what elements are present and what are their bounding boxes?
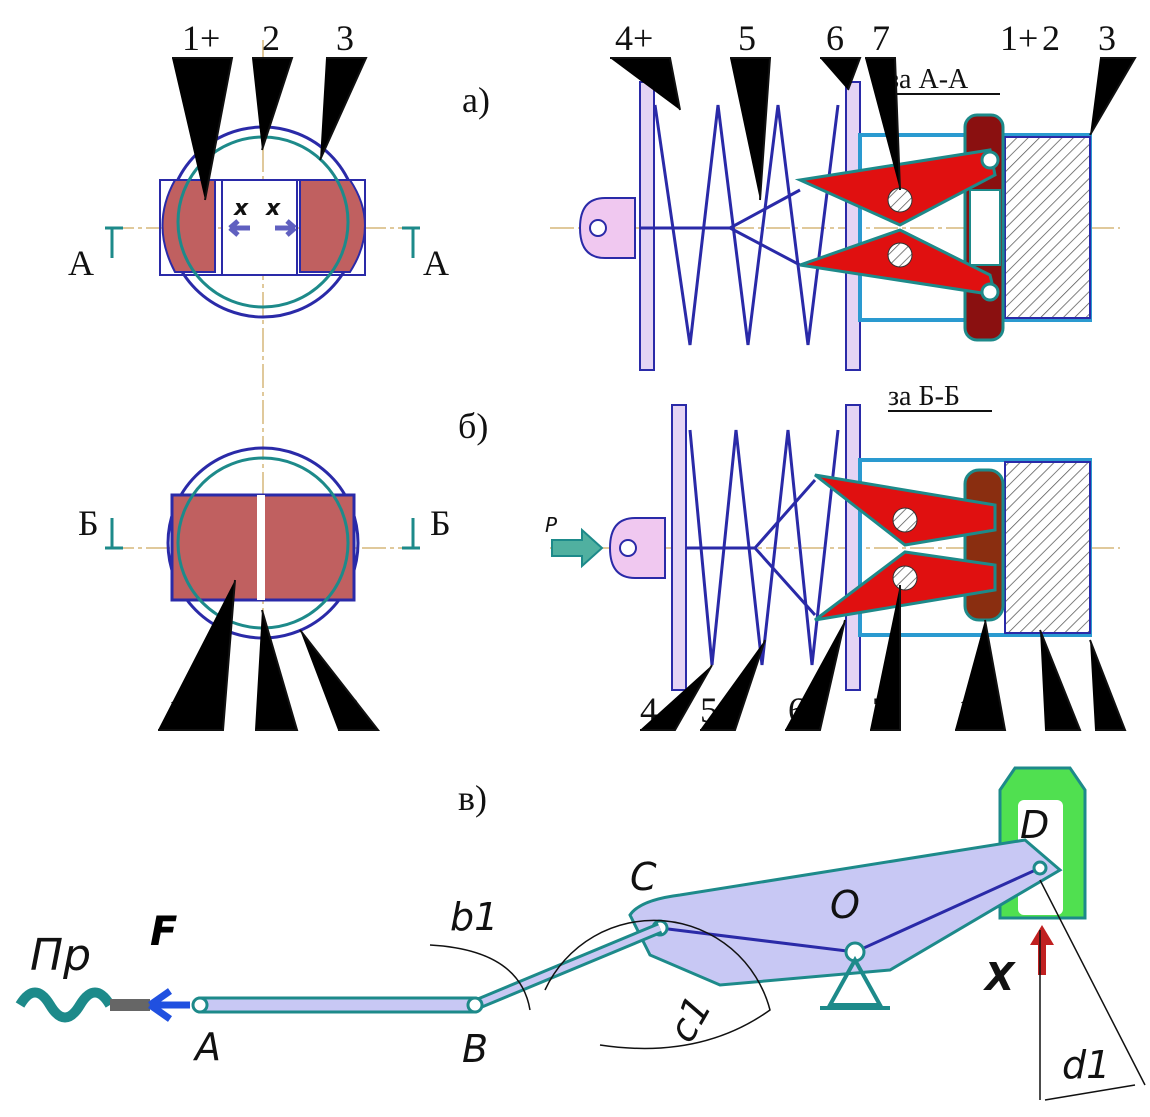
view-caption: за Б-Б xyxy=(888,381,960,412)
part-label: 5 xyxy=(738,18,756,58)
arrow-label: x xyxy=(233,196,249,221)
section-mark: Б xyxy=(78,503,99,543)
part-label: 6 xyxy=(826,18,844,58)
panel-label: б) xyxy=(458,406,488,446)
point-label: A xyxy=(192,1025,221,1069)
stop-label: X xyxy=(983,955,1016,999)
bottom-left-view: Б Б 1- 2 3 xyxy=(78,448,451,730)
arrow-label: x xyxy=(265,196,281,221)
force-label: P xyxy=(545,513,558,537)
force-label: F xyxy=(150,909,177,955)
top-left-view: x x А А 1+ 2 3 xyxy=(68,18,449,317)
angle-label: b1 xyxy=(450,895,498,939)
view-b: P за Б-Б 4 5 6 7 1- 2 3 xyxy=(545,381,1125,730)
point-label: D xyxy=(1020,803,1049,847)
part-label: 3 xyxy=(1098,18,1116,58)
point-label: C xyxy=(630,855,657,899)
part-label: 1+ xyxy=(182,18,220,58)
point-label: B xyxy=(462,1027,488,1071)
view-c: Пр F X A B C O D b1 c1 d1 xyxy=(20,768,1145,1100)
point-label: O xyxy=(830,883,860,927)
spring-label: Пр xyxy=(30,930,91,981)
angle-label: d1 xyxy=(1062,1043,1110,1087)
angle-label: c1 xyxy=(660,988,721,1049)
part-label: 7 xyxy=(872,18,890,58)
section-mark: А xyxy=(68,243,94,283)
part-label: 1+ xyxy=(1000,18,1038,58)
part-label: 3 xyxy=(336,18,354,58)
section-mark: А xyxy=(423,243,449,283)
panel-label: а) xyxy=(462,80,490,120)
panel-label: в) xyxy=(458,778,487,818)
part-label: 2 xyxy=(262,18,280,58)
part-label: 4+ xyxy=(615,18,653,58)
view-a: за А-А 4+ 5 6 7 1+ 2 3 xyxy=(580,18,1135,370)
section-mark: Б xyxy=(430,503,451,543)
part-label: 2 xyxy=(1042,18,1060,58)
view-caption: за А-А xyxy=(888,64,969,95)
diagram: x x А А 1+ 2 3 Б Б 1- 2 3 а) б) в) за А-… xyxy=(0,0,1150,1117)
